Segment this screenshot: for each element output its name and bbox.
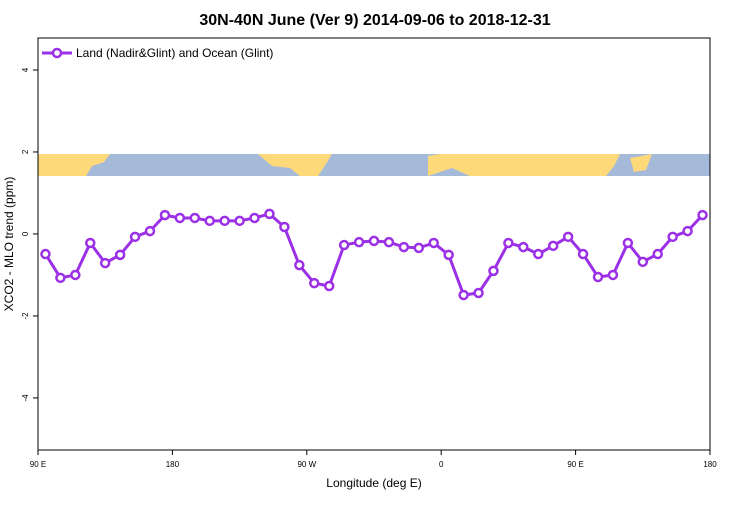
x-tick-label: 90 E <box>567 460 583 469</box>
data-point <box>279 221 290 233</box>
data-point <box>323 280 335 292</box>
data-point <box>129 231 141 243</box>
y-tick-label: 4 <box>21 67 30 72</box>
data-point <box>264 208 275 220</box>
data-point <box>577 248 589 260</box>
data-point <box>174 212 186 224</box>
data-point <box>622 237 634 249</box>
data-point <box>368 235 380 247</box>
data-point <box>353 236 365 248</box>
data-point <box>458 289 469 301</box>
data-point <box>607 269 619 281</box>
data-point <box>219 215 230 227</box>
data-point <box>697 209 708 221</box>
data-point <box>637 256 649 268</box>
data-point <box>338 239 350 251</box>
data-point <box>652 248 663 260</box>
data-point <box>55 272 66 284</box>
x-tick-label: 180 <box>166 460 180 469</box>
x-axis-label: Longitude (deg E) <box>326 476 421 490</box>
x-tick-label: 90 W <box>297 460 316 469</box>
data-point <box>518 241 529 253</box>
series-line <box>44 212 704 297</box>
data-point <box>159 209 171 221</box>
data-point <box>562 231 574 243</box>
y-tick-label: -4 <box>21 394 30 402</box>
data-point <box>40 248 51 260</box>
data-point <box>249 212 260 224</box>
legend: Land (Nadir&Glint) and Ocean (Glint) <box>42 46 273 60</box>
data-point <box>533 248 544 260</box>
data-point <box>473 287 484 299</box>
data-point <box>413 242 425 254</box>
data-point <box>428 237 439 249</box>
data-point <box>547 240 559 252</box>
chart-title: 30N-40N June (Ver 9) 2014-09-06 to 2018-… <box>199 12 550 29</box>
data-point <box>383 236 395 248</box>
legend-label: Land (Nadir&Glint) and Ocean (Glint) <box>76 46 273 60</box>
x-tick-label: 180 <box>703 460 717 469</box>
y-tick-label: -2 <box>21 312 30 320</box>
x-tick-label: 0 <box>439 460 444 469</box>
data-point <box>114 249 126 261</box>
map-strip <box>38 154 710 176</box>
y-tick-label: 2 <box>21 149 30 154</box>
data-point <box>503 237 514 249</box>
legend-marker <box>51 47 63 59</box>
data-point <box>144 225 156 237</box>
data-point <box>294 259 305 271</box>
data-point <box>309 277 320 289</box>
x-tick-label: 90 E <box>30 460 46 469</box>
data-point <box>592 271 604 283</box>
plot-frame <box>37 37 711 451</box>
data-point <box>398 241 410 253</box>
data-point <box>204 215 215 227</box>
data-point <box>189 212 201 224</box>
y-tick-label: 0 <box>21 231 30 236</box>
data-point <box>488 265 499 277</box>
y-axis-label: XCO2 - MLO trend (ppm) <box>2 177 16 312</box>
data-point <box>667 231 678 243</box>
data-point <box>70 269 81 281</box>
data-point <box>99 257 111 269</box>
data-point <box>85 237 96 249</box>
data-point <box>443 249 454 261</box>
data-point <box>682 225 693 237</box>
data-point <box>234 215 245 227</box>
